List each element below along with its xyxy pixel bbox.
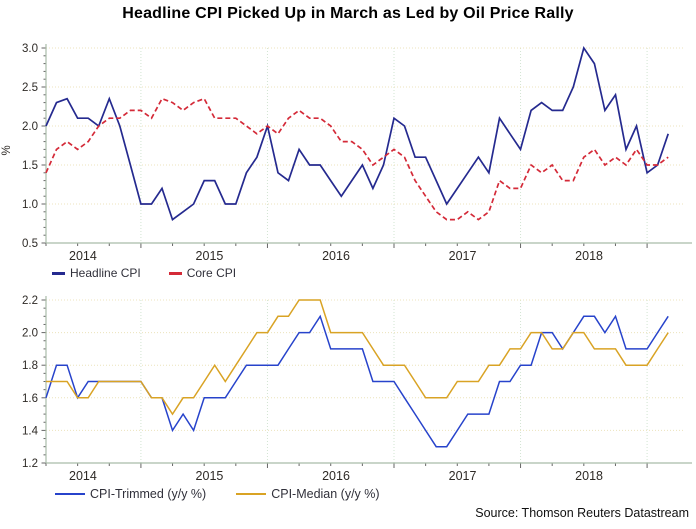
y-tick-label: 2.5	[22, 82, 38, 94]
x-tick-label: 2015	[196, 469, 224, 483]
series-headline-cpi	[45, 45, 670, 221]
top-chart-legend: Headline CPI Core CPI	[52, 266, 236, 280]
y-tick-label: 1.0	[22, 199, 38, 211]
headline-core-chart: 0.5 1.0 1.5 2.0 2.5 3.0 2014 2015 2016 2017 2018%	[1, 43, 692, 263]
y-tick-label: 1.8	[22, 360, 38, 372]
source-credit: Source: Thomson Reuters Datastream	[475, 506, 689, 520]
series-core-cpi	[45, 97, 669, 221]
y-tick-label: 1.5	[22, 160, 38, 172]
x-tick-label: 2014	[69, 249, 97, 263]
series-cpi-median-y-y	[46, 299, 669, 416]
y-tick-label: 0.5	[22, 238, 38, 250]
y-tick-label: 2.2	[22, 295, 38, 307]
x-tick-label: 2014	[69, 469, 97, 483]
legend-item-core-cpi: Core CPI	[168, 266, 237, 280]
legend-item-headline-cpi: Headline CPI	[52, 266, 141, 280]
cpi-median-legend-label: CPI-Median (y/y %)	[271, 487, 380, 501]
bottom-chart-legend: CPI-Trimmed (y/y %) CPI-Median (y/y %)	[55, 487, 380, 501]
chart-title: Headline CPI Picked Up in March as Led b…	[122, 5, 574, 22]
y-tick-label: 3.0	[22, 43, 38, 55]
core-cpi-legend-label: Core CPI	[186, 266, 237, 280]
x-tick-label: 2016	[322, 469, 350, 483]
y-axis-unit-label: %	[1, 145, 13, 155]
trim-median-chart: 1.2 1.4 1.6 1.8 2.0 2.2 2014 2015 2016 2017 2018	[22, 295, 692, 483]
x-tick-label: 2016	[322, 249, 350, 263]
y-tick-label: 1.6	[22, 393, 38, 405]
x-tick-label: 2017	[449, 469, 477, 483]
x-tick-label: 2018	[575, 469, 603, 483]
y-tick-label: 1.2	[22, 458, 38, 470]
legend-item-cpi-trimmed: CPI-Trimmed (y/y %)	[55, 487, 206, 501]
y-tick-label: 2.0	[22, 328, 38, 340]
headline-cpi-legend-label: Headline CPI	[70, 266, 141, 280]
legend-item-cpi-median: CPI-Median (y/y %)	[236, 487, 380, 501]
headline-cpi-line-swatch	[52, 271, 65, 275]
y-tick-label: 2.0	[22, 121, 38, 133]
x-tick-label: 2018	[575, 249, 603, 263]
cpi-median-line-swatch	[236, 493, 267, 495]
cpi-trimmed-legend-label: CPI-Trimmed (y/y %)	[90, 487, 207, 501]
cpi-trimmed-line-swatch	[55, 493, 85, 495]
y-tick-label: 1.4	[22, 425, 39, 437]
x-tick-label: 2015	[196, 249, 224, 263]
x-tick-label: 2017	[449, 249, 477, 263]
core-cpi-line-swatch	[168, 271, 182, 275]
